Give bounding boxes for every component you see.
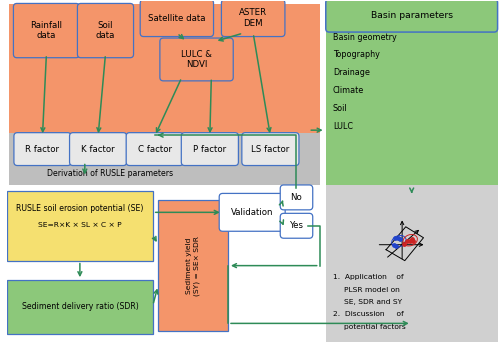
Text: Drainage: Drainage	[333, 68, 370, 77]
Text: P factor: P factor	[194, 145, 226, 154]
Text: PLSR model on: PLSR model on	[344, 287, 400, 293]
Text: ASTER
DEM: ASTER DEM	[239, 8, 267, 28]
FancyBboxPatch shape	[126, 133, 184, 166]
FancyBboxPatch shape	[10, 133, 320, 185]
FancyBboxPatch shape	[242, 133, 299, 166]
Text: potential factors: potential factors	[344, 324, 406, 330]
Text: SE=R×K × SL × C × P: SE=R×K × SL × C × P	[38, 222, 121, 228]
Text: Topography: Topography	[333, 50, 380, 59]
Point	[403, 238, 411, 244]
FancyBboxPatch shape	[10, 4, 320, 146]
FancyBboxPatch shape	[14, 133, 71, 166]
Text: SE, SDR and SY: SE, SDR and SY	[344, 299, 403, 305]
Point	[391, 236, 399, 241]
FancyBboxPatch shape	[7, 280, 152, 334]
FancyBboxPatch shape	[78, 3, 134, 58]
Text: K factor: K factor	[82, 145, 115, 154]
Text: Basin geometry: Basin geometry	[333, 32, 396, 41]
Text: Climate: Climate	[333, 86, 364, 95]
Text: No: No	[290, 193, 302, 202]
Point	[390, 243, 398, 248]
FancyBboxPatch shape	[70, 133, 126, 166]
Text: Sediment delivery ratio (SDR): Sediment delivery ratio (SDR)	[22, 303, 138, 312]
FancyBboxPatch shape	[14, 3, 80, 58]
FancyBboxPatch shape	[326, 2, 498, 238]
Text: C factor: C factor	[138, 145, 172, 154]
Text: Validation: Validation	[231, 208, 274, 217]
Text: Derivation of RUSLE parameters: Derivation of RUSLE parameters	[48, 169, 174, 178]
Text: 2.  Discussion     of: 2. Discussion of	[333, 312, 404, 317]
Point	[400, 241, 408, 247]
FancyBboxPatch shape	[160, 38, 233, 81]
Text: LULC &
NDVI: LULC & NDVI	[181, 50, 212, 69]
Text: Satellite data: Satellite data	[148, 13, 206, 23]
FancyBboxPatch shape	[326, 0, 498, 32]
Point	[408, 236, 416, 241]
FancyBboxPatch shape	[7, 191, 152, 260]
Text: LULC: LULC	[333, 122, 353, 131]
FancyBboxPatch shape	[280, 185, 312, 210]
Text: RUSLE soil erosion potential (SE): RUSLE soil erosion potential (SE)	[16, 204, 144, 213]
Text: R factor: R factor	[26, 145, 60, 154]
Text: Yes: Yes	[290, 221, 304, 230]
FancyBboxPatch shape	[219, 194, 285, 231]
FancyBboxPatch shape	[222, 0, 285, 37]
Text: Rainfall
data: Rainfall data	[30, 21, 62, 40]
Text: Sediment yield
(SY) = SE× SDR: Sediment yield (SY) = SE× SDR	[186, 236, 200, 296]
Text: LS factor: LS factor	[252, 145, 290, 154]
FancyBboxPatch shape	[182, 133, 238, 166]
Text: Basin parameters: Basin parameters	[370, 11, 452, 20]
Point	[408, 239, 416, 244]
FancyBboxPatch shape	[158, 200, 228, 331]
Text: Soil: Soil	[333, 104, 347, 113]
Point	[394, 235, 402, 241]
Point	[406, 238, 413, 244]
FancyBboxPatch shape	[326, 185, 498, 342]
Point	[392, 244, 400, 249]
Point	[396, 236, 404, 241]
Text: 1.  Application    of: 1. Application of	[333, 274, 404, 280]
FancyBboxPatch shape	[280, 213, 312, 238]
Text: Soil
data: Soil data	[96, 21, 115, 40]
FancyBboxPatch shape	[140, 0, 214, 37]
